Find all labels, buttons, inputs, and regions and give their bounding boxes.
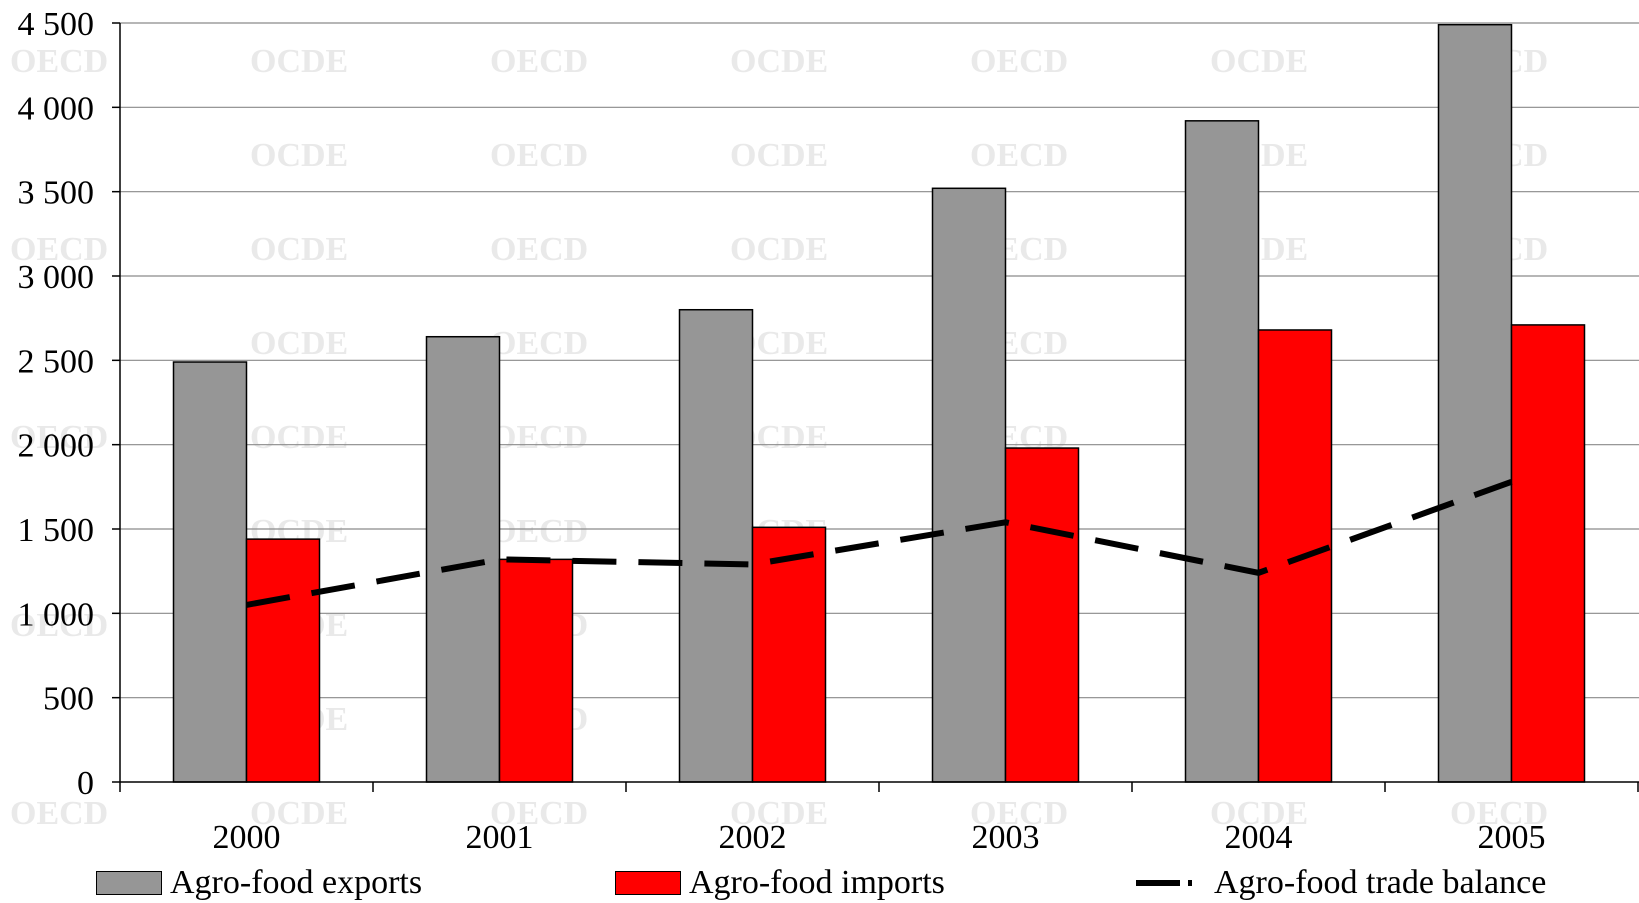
watermark-text: OECD: [490, 513, 588, 550]
y-tick-label: 2 500: [18, 343, 95, 380]
watermark-text: OECD: [10, 795, 108, 832]
watermark-text: OCDE: [250, 419, 348, 456]
import-bar: [751, 526, 827, 783]
x-tick-label: 2004: [1225, 819, 1293, 856]
watermark-text: OCDE: [250, 137, 348, 174]
watermark-text: OECD: [970, 137, 1068, 174]
y-tick-label: 3 000: [18, 259, 95, 296]
watermark-text: OECD: [490, 795, 588, 832]
watermark-text: OECD: [10, 43, 108, 80]
trade-balance-line-path: [245, 478, 1513, 608]
watermark-text: OCDE: [730, 795, 828, 832]
x-tick-label: 2001: [466, 819, 534, 856]
watermark-text: OECD: [490, 231, 588, 268]
import-bar: [1004, 447, 1080, 783]
watermark-text: OECD: [1450, 795, 1548, 832]
watermark-text: OECD: [490, 325, 588, 362]
y-tick-label: 4 500: [18, 6, 95, 43]
x-tick-label: 2003: [972, 819, 1040, 856]
watermark-text: OCDE: [250, 795, 348, 832]
watermark-text: OECD: [10, 607, 108, 644]
y-tick-label: 0: [77, 765, 94, 802]
legend-label-imports: Agro-food imports: [689, 864, 945, 901]
x-tick-label: 2000: [213, 819, 281, 856]
legend-label-exports: Agro-food exports: [170, 864, 423, 901]
legend-swatch-imports: [615, 871, 681, 895]
watermark-text: OECD: [490, 419, 588, 456]
legend-swatch-balance: [1136, 871, 1206, 895]
watermark-text: OECD: [10, 419, 108, 456]
bars: [172, 23, 1586, 783]
watermark-text: OCDE: [730, 231, 828, 268]
export-bar: [425, 335, 501, 783]
y-tick-label: 2 000: [18, 428, 95, 465]
export-bar: [1184, 120, 1260, 783]
gridlines: [120, 22, 1639, 699]
trade-balance-line: [245, 478, 1513, 608]
y-tick-labels: 0 500 1 000 1 500 2 000 2 500 3 000 3 500 4 000 4…: [18, 6, 95, 802]
watermark-text: OCDE: [1210, 43, 1308, 80]
watermark-text: OCDE: [250, 43, 348, 80]
watermark-text: OCDE: [730, 137, 828, 174]
watermark-text: OECD: [10, 231, 108, 268]
legend-item-balance: Agro-food trade balance: [1136, 864, 1546, 902]
y-tick-label: 4 000: [18, 90, 95, 127]
export-bar: [678, 308, 754, 783]
legend-item-imports: Agro-food imports: [615, 864, 945, 902]
axes: [112, 22, 1639, 792]
legend-swatch-exports: [96, 871, 162, 895]
import-bar: [1510, 324, 1586, 783]
watermark-text: OCDE: [250, 231, 348, 268]
watermark-text: OECD: [970, 795, 1068, 832]
import-bar: [498, 558, 574, 783]
x-tick-label: 2005: [1478, 819, 1546, 856]
x-tick-labels: 2000 2001 2002 2003 2004 2005: [213, 819, 1546, 856]
export-bar: [931, 187, 1007, 783]
watermark-text: OCDE: [730, 43, 828, 80]
legend-item-exports: Agro-food exports: [96, 864, 422, 902]
watermark-text: OCDE: [250, 325, 348, 362]
import-bar: [245, 538, 321, 783]
watermark-text: OECD: [970, 43, 1068, 80]
watermark-text: OECD: [490, 43, 588, 80]
export-bar: [1437, 23, 1513, 783]
legend-label-balance: Agro-food trade balance: [1214, 864, 1547, 901]
y-tick-label: 1 500: [18, 512, 95, 549]
import-bar: [1257, 329, 1333, 783]
x-tick-label: 2002: [719, 819, 787, 856]
watermark-text: OECD: [490, 137, 588, 174]
y-tick-label: 1 000: [18, 596, 95, 633]
watermark-text: OCDE: [1210, 795, 1308, 832]
export-bar: [172, 361, 248, 783]
y-tick-label: 500: [43, 681, 94, 718]
y-tick-label: 3 500: [18, 175, 95, 212]
